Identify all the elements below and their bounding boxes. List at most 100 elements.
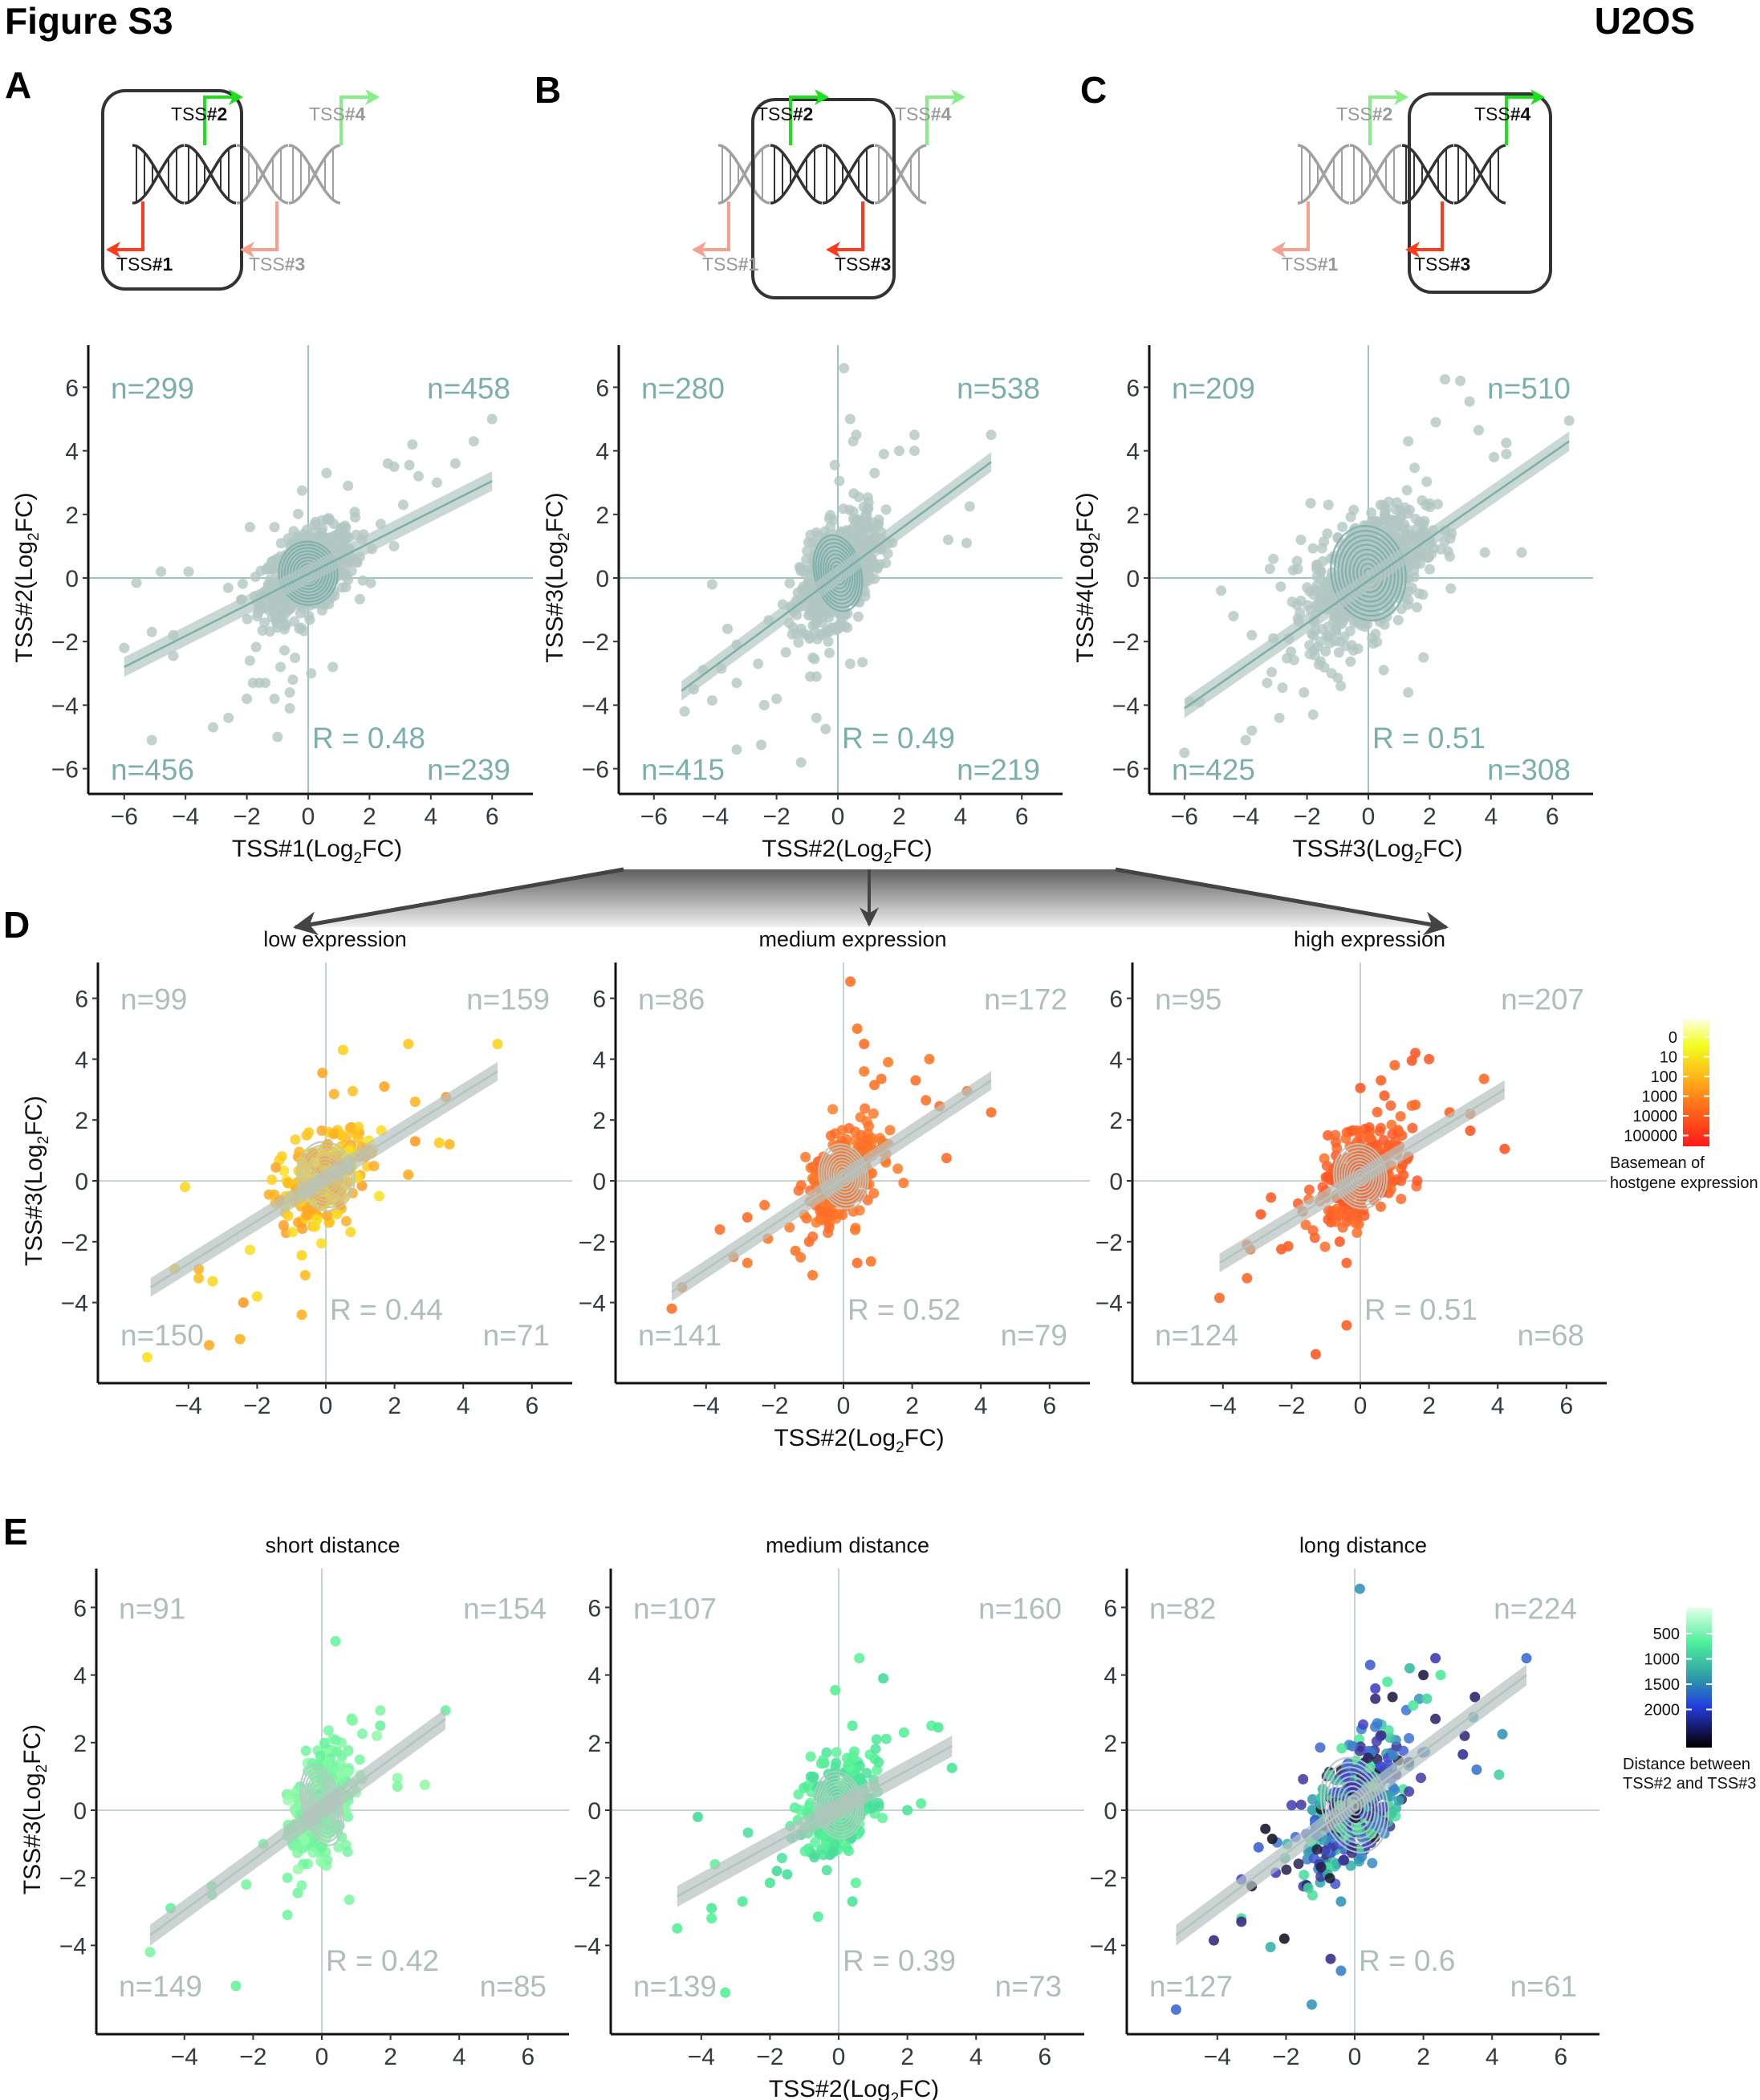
y-tick-label: −2 xyxy=(1090,1866,1117,1892)
quadrant-count-top-right: n=538 xyxy=(957,372,1040,405)
y-tick-label: −4 xyxy=(61,1291,88,1317)
quadrant-count-top-right: n=224 xyxy=(1494,1592,1577,1625)
x-tick-label: 0 xyxy=(831,804,845,830)
data-point xyxy=(1400,502,1410,513)
data-point xyxy=(847,522,859,533)
data-point xyxy=(1345,656,1356,667)
data-point xyxy=(877,1813,888,1824)
data-point xyxy=(269,522,280,533)
data-point xyxy=(892,1163,904,1174)
y-tick-label: 4 xyxy=(1104,1663,1117,1690)
data-point xyxy=(869,467,880,478)
quadrant-count-bottom-left: n=141 xyxy=(638,1319,721,1352)
selection-box xyxy=(1408,92,1552,294)
data-point xyxy=(340,1215,352,1227)
data-point xyxy=(1311,1844,1323,1855)
data-point xyxy=(1307,1999,1317,2010)
data-point xyxy=(1372,1106,1383,1117)
data-point xyxy=(299,625,310,637)
x-axis-title: TSS#3(Log2FC) xyxy=(1292,836,1462,867)
data-point xyxy=(1292,564,1303,575)
data-point xyxy=(1246,629,1258,641)
tss3-arrow-label: TSS#3 xyxy=(835,254,891,275)
x-tick-label: 6 xyxy=(525,1393,539,1419)
data-point xyxy=(1266,1833,1278,1845)
data-point xyxy=(388,461,400,472)
y-tick-label: −4 xyxy=(582,693,609,719)
data-point xyxy=(706,695,717,706)
tss1-arrow: TSS#1 xyxy=(692,201,759,275)
data-point xyxy=(827,1846,839,1858)
y-tick-label: 6 xyxy=(65,375,79,401)
x-tick-label: 6 xyxy=(486,804,499,830)
data-point xyxy=(823,636,834,647)
tss2-arrow-label: TSS#2 xyxy=(1336,104,1392,124)
correlation-r-label: R = 0.6 xyxy=(1359,1944,1455,1977)
data-point xyxy=(1389,1060,1400,1071)
data-point xyxy=(1291,600,1303,611)
data-point xyxy=(1387,1691,1398,1703)
data-point xyxy=(1236,1916,1247,1927)
data-point xyxy=(706,579,717,590)
data-point xyxy=(282,533,294,544)
data-point xyxy=(737,1896,748,1907)
data-point xyxy=(1364,1122,1375,1133)
x-tick-label: 4 xyxy=(424,804,437,830)
y-tick-label: 6 xyxy=(1109,987,1123,1013)
x-tick-label: 6 xyxy=(1038,2044,1051,2070)
y-tick-label: 6 xyxy=(75,987,88,1013)
regression-line xyxy=(681,461,992,692)
data-point xyxy=(287,674,299,686)
data-point xyxy=(1268,553,1279,564)
scatter-plot-a: −6 −4 −2 0 2 4 6−6−4−20246TSS#1(Log2FC)TSS#2(L… xyxy=(11,345,533,867)
data-point xyxy=(803,1236,815,1247)
data-point xyxy=(818,1754,829,1765)
data-point xyxy=(1334,1236,1345,1247)
data-point xyxy=(1282,653,1293,664)
data-point xyxy=(344,1123,356,1133)
facet-title: high expression xyxy=(1294,927,1445,951)
data-point xyxy=(1563,415,1575,426)
expression-legend-tick: 100000 xyxy=(1624,1128,1677,1146)
x-tick-label: 4 xyxy=(1491,1393,1505,1419)
y-tick-label: 0 xyxy=(587,1798,601,1825)
panel-letter-e: E xyxy=(3,1511,28,1553)
data-point xyxy=(338,570,349,581)
tss2-arrow: TSS#2 xyxy=(1336,89,1408,145)
data-point xyxy=(357,575,368,586)
data-point xyxy=(419,1779,430,1790)
data-point xyxy=(404,459,415,470)
data-point xyxy=(805,671,816,682)
data-point xyxy=(1336,1743,1347,1754)
data-point xyxy=(742,1257,753,1268)
data-point xyxy=(290,653,301,663)
data-point xyxy=(297,1223,308,1235)
data-point xyxy=(1335,1896,1347,1907)
data-point xyxy=(1430,1653,1441,1664)
dna-helix-segment xyxy=(717,144,770,205)
data-point xyxy=(844,658,856,669)
data-point xyxy=(1332,1209,1343,1220)
data-point xyxy=(1473,425,1484,436)
y-tick-label: 2 xyxy=(1126,503,1140,529)
quadrant-count-top-right: n=159 xyxy=(466,983,550,1016)
data-point xyxy=(714,1224,726,1235)
data-point xyxy=(146,626,157,637)
data-point xyxy=(1430,417,1441,428)
y-tick-label: −4 xyxy=(1090,1933,1117,1960)
x-tick-label: −4 xyxy=(688,2044,715,2070)
data-point xyxy=(852,1257,863,1268)
correlation-r-label: R = 0.48 xyxy=(312,722,425,755)
data-point xyxy=(1516,547,1527,558)
data-point xyxy=(315,527,327,538)
y-tick-label: −2 xyxy=(582,629,609,656)
data-point xyxy=(706,1913,717,1924)
data-point xyxy=(279,645,290,656)
data-point xyxy=(1303,600,1313,611)
tss2-arrow: TSS#2 xyxy=(171,89,243,145)
data-point xyxy=(287,1227,299,1238)
y-axis-title: TSS#2(Log2FC) xyxy=(11,492,43,662)
quadrant-count-bottom-left: n=149 xyxy=(119,1970,202,2003)
